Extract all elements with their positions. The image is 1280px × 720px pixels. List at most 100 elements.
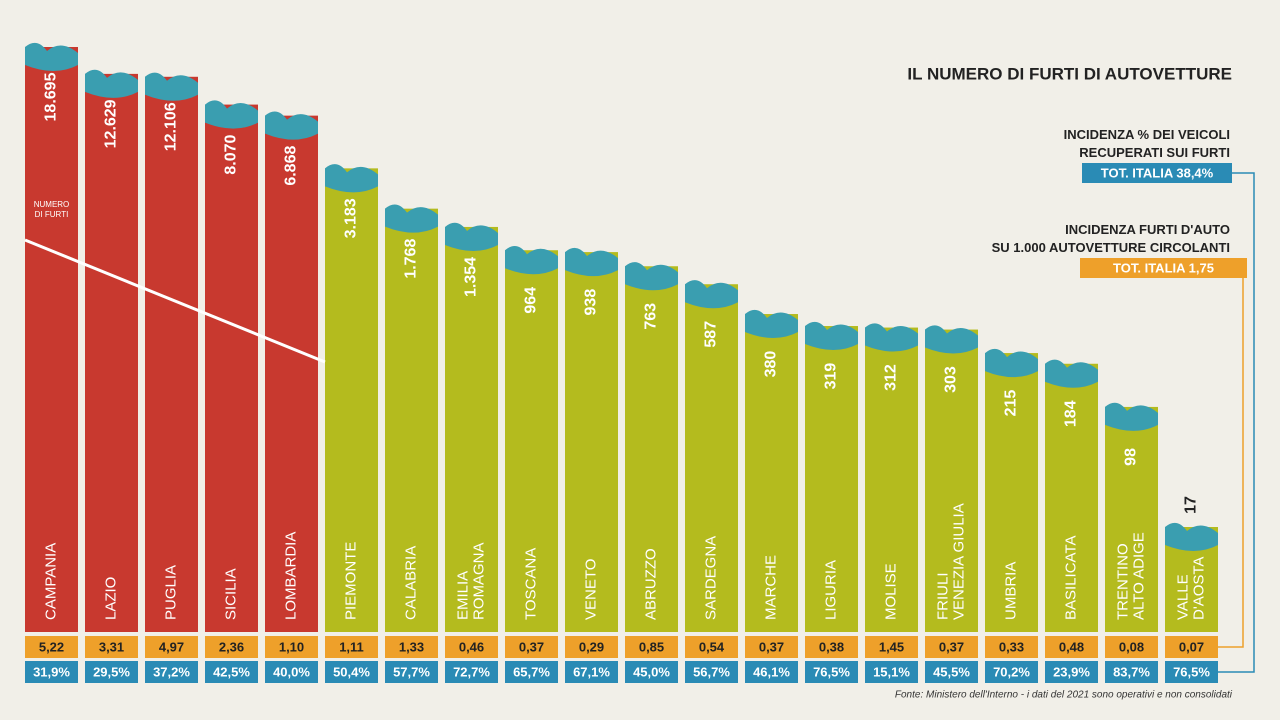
region-shape [505, 246, 558, 275]
bar [25, 47, 78, 632]
row-cell [445, 661, 498, 683]
bar [1105, 406, 1158, 632]
row-cell [25, 636, 78, 658]
row-label: 0,08 [1119, 639, 1144, 654]
value-label: 380 [763, 351, 780, 378]
row-label: 45,5% [933, 664, 970, 679]
row-cell [145, 636, 198, 658]
value-label: 1.354 [463, 257, 480, 297]
row-label: 57,7% [393, 664, 430, 679]
row-label: 76,5% [813, 664, 850, 679]
category-label: TRENTINOALTO ADIGE [1114, 532, 1147, 620]
row-label: 0,46 [459, 639, 484, 654]
category-label: PIEMONTE [342, 542, 359, 620]
value-label: 303 [943, 366, 960, 393]
row-cell [685, 661, 738, 683]
row-label: 29,5% [93, 664, 130, 679]
bar [265, 115, 318, 632]
category-label: UMBRIA [1002, 562, 1019, 620]
row-cell [805, 661, 858, 683]
row-label: 0,37 [939, 639, 964, 654]
bar [685, 284, 738, 632]
row-cell [865, 661, 918, 683]
category-label: FRIULIVENEZIA GIULIA [934, 503, 967, 620]
row-label: 0,29 [579, 639, 604, 654]
row-cell [25, 661, 78, 683]
value-label: 6.868 [283, 146, 300, 186]
legend-total: TOT. ITALIA 1,75 [1113, 260, 1214, 275]
region-shape [325, 164, 378, 193]
row-cell [985, 661, 1038, 683]
row-label: 1,11 [339, 639, 364, 654]
row-cell [1165, 636, 1218, 658]
region-shape [385, 204, 438, 233]
row-cell [985, 636, 1038, 658]
row-cell [1105, 636, 1158, 658]
row-label: 72,7% [453, 664, 490, 679]
row-cell [1045, 661, 1098, 683]
row-cell [925, 636, 978, 658]
category-label: MOLISE [882, 563, 899, 620]
category-label: EMILIAROMAGNA [454, 542, 487, 620]
row-cell [385, 636, 438, 658]
row-cell [505, 661, 558, 683]
row-cell [265, 636, 318, 658]
region-shape [25, 42, 78, 71]
value-label: 12.629 [103, 99, 120, 148]
category-label: PUGLIA [162, 565, 179, 620]
row-label: 4,97 [159, 639, 184, 654]
region-shape [145, 72, 198, 101]
row-cell [505, 636, 558, 658]
row-label: 1,10 [279, 639, 304, 654]
region-shape [85, 69, 138, 98]
region-shape [805, 321, 858, 351]
value-label: 17 [1183, 496, 1200, 514]
row-cell [565, 661, 618, 683]
row-cell [745, 661, 798, 683]
category-label: LIGURIA [822, 560, 839, 620]
row-label: 45,0% [633, 664, 670, 679]
region-shape [445, 222, 498, 251]
row-cell [1045, 636, 1098, 658]
bar [145, 76, 198, 633]
value-label: 215 [1003, 390, 1020, 417]
row-label: 31,9% [33, 664, 70, 679]
row-cell [685, 636, 738, 658]
category-label: ABRUZZO [642, 548, 659, 620]
region-shape [205, 100, 258, 129]
row-cell [85, 661, 138, 683]
row-cell [205, 661, 258, 683]
row-cell [445, 636, 498, 658]
row-cell [385, 661, 438, 683]
row-cell [625, 661, 678, 683]
region-shape [625, 262, 678, 291]
row-label: 0,38 [819, 639, 844, 654]
bar [925, 329, 978, 632]
region-shape [1165, 522, 1218, 551]
row-label: 1,33 [399, 639, 424, 654]
row-cell [745, 636, 798, 658]
bar [865, 327, 918, 632]
row-label: 65,7% [513, 664, 550, 679]
bar [325, 168, 378, 632]
row-label: 15,1% [873, 664, 910, 679]
region-shape [1045, 359, 1098, 388]
value-label: 938 [583, 289, 600, 316]
row-label: 0,54 [699, 639, 725, 654]
category-label: MARCHE [762, 555, 779, 620]
legend-label: INCIDENZA FURTI D'AUTO SU 1.000 AUTOVETTU… [992, 222, 1230, 255]
value-label: 587 [703, 321, 720, 348]
value-label: 964 [523, 287, 540, 314]
row-cell [325, 661, 378, 683]
category-label: BASILICATA [1062, 536, 1079, 620]
row-label: 46,1% [753, 664, 790, 679]
legend-total: TOT. ITALIA 38,4% [1101, 165, 1214, 180]
row-label: 0,48 [1059, 639, 1084, 654]
row-label: 0,07 [1179, 639, 1204, 654]
region-shape [865, 323, 918, 352]
region-shape [265, 111, 318, 140]
row-cell [805, 636, 858, 658]
row-label: 83,7% [1113, 664, 1150, 679]
row-label: 70,2% [993, 664, 1030, 679]
axis-break [24, 238, 326, 364]
